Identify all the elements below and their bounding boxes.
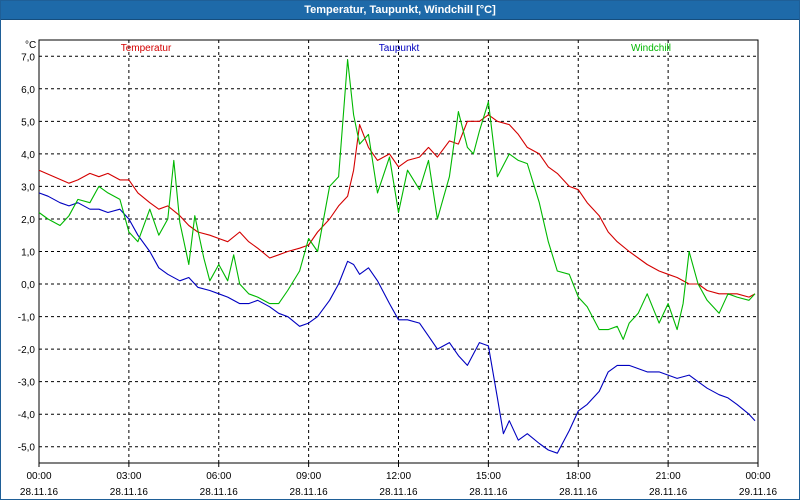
legend-temperatur: Temperatur	[121, 43, 172, 54]
x-tick-date: 28.11.16	[649, 487, 688, 498]
y-tick-label: -1,0	[18, 313, 36, 324]
x-tick-date: 28.11.16	[469, 487, 508, 498]
x-tick-time: 03:00	[116, 471, 141, 482]
y-axis-label: °C	[25, 40, 36, 51]
y-tick-label: 4,0	[21, 150, 35, 161]
y-tick-label: -5,0	[18, 443, 36, 454]
window-titlebar: Temperatur, Taupunkt, Windchill [°C]	[1, 1, 799, 20]
y-tick-label: 0,0	[21, 280, 35, 291]
x-tick-time: 18:00	[566, 471, 591, 482]
x-tick-date: 28.11.16	[200, 487, 239, 498]
y-tick-label: 2,0	[21, 215, 35, 226]
x-tick-time: 06:00	[206, 471, 231, 482]
series-line-temperatur	[38, 114, 756, 298]
y-tick-label: 5,0	[21, 117, 35, 128]
y-tick-label: 7,0	[21, 52, 35, 63]
y-tick-label: -3,0	[18, 378, 36, 389]
x-tick-time: 00:00	[745, 471, 770, 482]
x-tick-time: 00:00	[26, 471, 51, 482]
x-tick-date: 29.11.16	[739, 487, 778, 498]
legend-taupunkt: Taupunkt	[379, 43, 420, 54]
x-tick-date: 28.11.16	[559, 487, 598, 498]
y-tick-label: -4,0	[18, 410, 36, 421]
y-tick-label: -2,0	[18, 345, 36, 356]
y-tick-label: 3,0	[21, 182, 35, 193]
y-tick-label: 6,0	[21, 85, 35, 96]
x-tick-date: 28.11.16	[290, 487, 329, 498]
x-tick-time: 12:00	[386, 471, 411, 482]
x-tick-date: 28.11.16	[379, 487, 418, 498]
x-tick-time: 15:00	[476, 471, 501, 482]
x-tick-date: 28.11.16	[110, 487, 149, 498]
legend-windchill: Windchill	[631, 43, 671, 54]
x-tick-time: 21:00	[656, 471, 681, 482]
x-tick-time: 09:00	[296, 471, 321, 482]
chart: 7,0 6,0 5,0 4,0 3,0 2,0 1,0 0,0 -1,0 -2,0 -3,0 -4,0…	[18, 39, 778, 498]
series-line-windchill	[38, 58, 756, 340]
y-tick-label: 1,0	[21, 248, 35, 259]
window-title: Temperatur, Taupunkt, Windchill [°C]	[304, 4, 496, 16]
x-tick-date: 28.11.16	[20, 487, 59, 498]
series-line-taupunkt	[38, 192, 756, 454]
